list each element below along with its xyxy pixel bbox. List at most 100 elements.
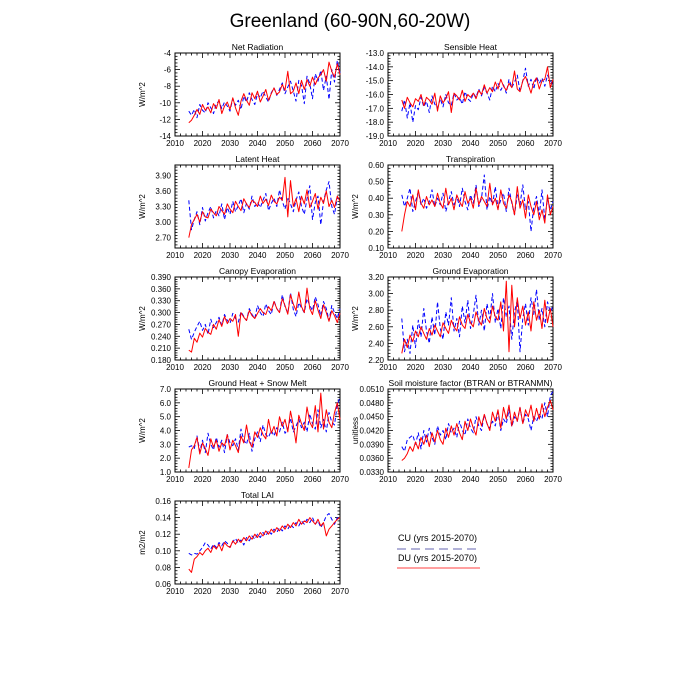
y-tick-label: 0.10 [368, 244, 384, 253]
y-tick-label: 7.0 [160, 385, 172, 394]
y-tick-label: 0.50 [368, 178, 384, 187]
panel-title: Total LAI [241, 490, 274, 500]
panel-soil-moisture-factor-btran-or-btranmn: Soil moisture factor (BTRAN or BTRANMN) u… [351, 378, 562, 484]
x-tick-label: 2030 [434, 363, 452, 372]
x-tick-label: 2010 [379, 251, 397, 260]
panel-latent-heat: Latent Heat W/m^2 2010 2020 2030 2040 2050 2060… [138, 154, 349, 260]
y-tick-label: 0.40 [368, 194, 384, 203]
y-tick-label: -8 [164, 82, 172, 91]
x-tick-label: 2060 [517, 475, 535, 484]
panels: Net Radiation W/m^2 2010 2020 2030 2040 2050 20… [138, 42, 562, 596]
x-tick-label: 2050 [489, 363, 507, 372]
y-tick-label: 0.12 [155, 530, 171, 539]
x-tick-label: 2030 [221, 363, 239, 372]
y-tick-label: 0.60 [368, 161, 384, 170]
y-tick-label: 4.0 [160, 427, 172, 436]
y-tick-label: 0.10 [155, 547, 171, 556]
x-tick-label: 2020 [194, 139, 212, 148]
y-tick-label: 0.0330 [360, 468, 385, 477]
x-tick-label: 2040 [249, 587, 267, 596]
x-tick-label: 2070 [331, 139, 349, 148]
x-tick-label: 2070 [331, 251, 349, 260]
y-tick-label: 0.30 [368, 211, 384, 220]
y-tick-label: 0.270 [151, 320, 172, 329]
y-tick-label: 0.210 [151, 344, 172, 353]
y-tick-label: 3.20 [368, 273, 384, 282]
x-tick-label: 2020 [407, 363, 425, 372]
y-tick-label: 0.08 [155, 563, 171, 572]
x-tick-label: 2010 [379, 139, 397, 148]
panel-canopy-evaporation: Canopy Evaporation W/m^2 2010 2020 2030 2040 2… [138, 266, 349, 372]
x-tick-label: 2030 [221, 251, 239, 260]
x-tick-label: 2030 [434, 139, 452, 148]
y-tick-label: 0.0450 [360, 413, 385, 422]
panel-sensible-heat: Sensible Heat 2010 2020 2030 2040 2050 2060 207… [366, 42, 563, 148]
x-tick-label: 2060 [304, 587, 322, 596]
x-tick-label: 2010 [379, 475, 397, 484]
y-tick-label: 0.0360 [360, 454, 385, 463]
x-tick-label: 2060 [517, 251, 535, 260]
y-tick-label: -16.0 [366, 91, 385, 100]
y-tick-label: 3.90 [155, 171, 171, 180]
y-axis-label: W/m^2 [138, 194, 147, 219]
x-tick-label: 2060 [517, 139, 535, 148]
x-tick-label: 2040 [462, 363, 480, 372]
y-tick-label: 2.20 [368, 356, 384, 365]
series-line-du [401, 400, 554, 461]
plot-frame [174, 276, 341, 361]
x-tick-label: 2040 [462, 251, 480, 260]
x-tick-label: 2060 [517, 363, 535, 372]
panel-title: Sensible Heat [444, 42, 498, 52]
series-line-du [401, 280, 554, 354]
x-tick-label: 2050 [276, 475, 294, 484]
y-axis-label: W/m^2 [351, 306, 360, 331]
panel-title: Ground Heat + Snow Melt [208, 378, 307, 388]
y-axis-label: W/m^2 [351, 194, 360, 219]
x-tick-label: 2020 [194, 363, 212, 372]
x-tick-label: 2030 [434, 251, 452, 260]
x-tick-label: 2040 [462, 139, 480, 148]
x-tick-label: 2020 [194, 475, 212, 484]
y-tick-label: -6 [164, 66, 172, 75]
y-axis-label: unitless [351, 417, 360, 444]
legend-label-cu: CU (yrs 2015-2070) [398, 533, 477, 543]
y-tick-label: -14 [159, 132, 171, 141]
y-tick-label: -4 [164, 49, 172, 58]
series-line-cu [401, 391, 554, 452]
x-tick-label: 2050 [276, 363, 294, 372]
y-tick-label: 0.16 [155, 497, 171, 506]
x-tick-label: 2060 [304, 251, 322, 260]
x-tick-label: 2020 [194, 587, 212, 596]
y-axis-label: W/m^2 [138, 82, 147, 107]
plot-frame [174, 388, 341, 473]
series-line-du [188, 61, 341, 124]
x-tick-label: 2070 [331, 363, 349, 372]
x-tick-label: 2050 [489, 475, 507, 484]
series-line-cu [188, 292, 341, 340]
y-tick-label: 3.30 [155, 203, 171, 212]
y-tick-label: 0.180 [151, 356, 172, 365]
series-line-du [188, 517, 341, 573]
y-axis-label: W/m^2 [138, 418, 147, 443]
x-tick-label: 2060 [304, 139, 322, 148]
y-tick-label: 0.0510 [360, 385, 385, 394]
plot-frame [174, 500, 341, 585]
y-tick-label: 5.0 [160, 413, 172, 422]
legend-label-du: DU (yrs 2015-2070) [398, 553, 477, 563]
plot-frame [387, 276, 554, 361]
x-tick-label: 2020 [407, 475, 425, 484]
y-tick-label: 0.240 [151, 332, 172, 341]
x-tick-label: 2050 [276, 587, 294, 596]
x-tick-label: 2010 [379, 363, 397, 372]
x-tick-label: 2030 [221, 475, 239, 484]
series-line-du [188, 392, 341, 468]
x-tick-label: 2010 [166, 475, 184, 484]
series-line-cu [188, 181, 341, 231]
x-tick-label: 2020 [407, 251, 425, 260]
panel-ground-evaporation: Ground Evaporation W/m^2 2010 2020 2030 2040 2… [351, 266, 562, 372]
x-tick-label: 2030 [221, 139, 239, 148]
series-line-du [401, 182, 554, 232]
y-tick-label: 2.0 [160, 454, 172, 463]
panel-title: Latent Heat [236, 154, 281, 164]
